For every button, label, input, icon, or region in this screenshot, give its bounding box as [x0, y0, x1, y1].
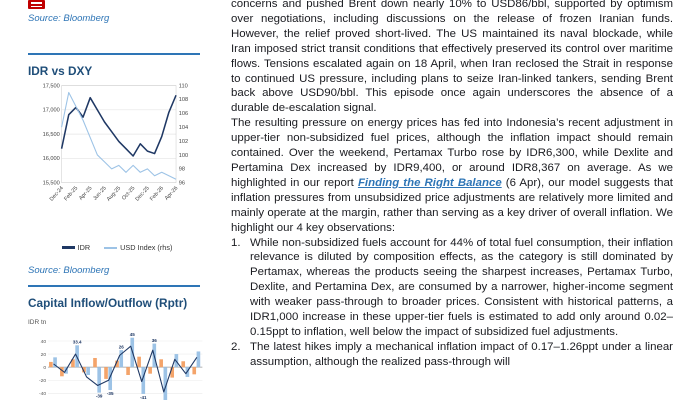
idr-line-swatch-icon [61, 246, 75, 250]
svg-text:36: 36 [152, 338, 158, 343]
report-link[interactable]: Finding the Right Balance [357, 176, 502, 189]
list-item-number: 1. [231, 236, 241, 249]
svg-text:15,500: 15,500 [43, 181, 60, 187]
svg-text:-40: -40 [39, 391, 46, 397]
svg-text:98: 98 [179, 167, 185, 173]
chart1-source-label: Source: Bloomberg [28, 13, 110, 24]
chart1-legend: IDR USD Index (rhs) [28, 243, 206, 252]
svg-text:96: 96 [179, 181, 185, 187]
list-item: 1. While non-subsidized fuels account fo… [231, 236, 673, 340]
svg-text:45: 45 [130, 332, 136, 337]
usd-line-swatch-icon [104, 246, 118, 249]
chart2-unit-label: IDR tn [28, 319, 47, 327]
idr-legend-label: IDR [77, 243, 91, 253]
sidebar: Source: Bloomberg IDR vs DXY 15,500 16,00… [28, 0, 206, 400]
svg-text:Dec-25: Dec-25 [135, 185, 151, 202]
svg-text:-35: -35 [107, 391, 114, 396]
svg-text:Apr-26: Apr-26 [164, 185, 179, 201]
svg-text:110: 110 [179, 83, 188, 89]
chart2-title: Capital Inflow/Outflow (Rptr) [28, 296, 188, 311]
svg-text:17,500: 17,500 [43, 83, 60, 89]
usd-legend-label: USD Index (rhs) [120, 243, 173, 253]
svg-text:20: 20 [41, 352, 47, 358]
svg-text:-39: -39 [96, 394, 103, 399]
divider [28, 53, 200, 55]
divider [28, 285, 200, 288]
chart2-source-label: Source: Bloomberg [28, 265, 110, 277]
svg-text:40: 40 [41, 339, 47, 345]
svg-text:Dec-24: Dec-24 [49, 185, 65, 202]
paragraph-fuel-text-after: (6 Apr), our model suggests that inflati… [231, 176, 673, 234]
article-column: concerns and pushed Brent down nearly 10… [231, 0, 673, 370]
svg-text:104: 104 [179, 125, 188, 131]
svg-text:16,000: 16,000 [43, 156, 60, 162]
paragraph-fuel: The resulting pressure on energy prices … [231, 116, 673, 235]
svg-text:102: 102 [179, 139, 188, 145]
svg-text:33.4: 33.4 [73, 340, 82, 345]
logo-fragment [28, 0, 45, 9]
idr-dxy-chart: 15,500 16,000 16,500 17,000 17,500 96 98 100 102… [28, 81, 206, 242]
list-item: 2. The latest hikes imply a mechanical i… [231, 340, 673, 370]
svg-text:-41: -41 [140, 395, 147, 400]
svg-text:17,000: 17,000 [43, 108, 60, 114]
svg-text:26: 26 [119, 345, 125, 350]
svg-text:100: 100 [179, 153, 188, 159]
list-item-number: 2. [231, 340, 241, 353]
list-item-text: While non-subsidized fuels account for 4… [250, 236, 673, 338]
svg-text:16,500: 16,500 [43, 132, 60, 138]
svg-text:Aug-25: Aug-25 [106, 185, 122, 202]
legend-item-idr: IDR [61, 243, 91, 253]
svg-text:106: 106 [179, 111, 188, 117]
paragraph-oil: concerns and pushed Brent down nearly 10… [231, 0, 673, 115]
svg-text:0: 0 [43, 365, 46, 371]
legend-item-usd: USD Index (rhs) [104, 243, 172, 252]
svg-text:-20: -20 [39, 378, 46, 384]
paragraph-fuel-text-before: The resulting pressure on energy prices … [231, 117, 673, 189]
list-item-text: The latest hikes imply a mechanical infl… [250, 340, 673, 368]
svg-text:Jun-25: Jun-25 [92, 185, 108, 201]
chart1-title: IDR vs DXY [28, 64, 93, 78]
svg-text:108: 108 [179, 97, 188, 103]
svg-text:Feb-26: Feb-26 [149, 185, 165, 202]
observations-list: 1. While non-subsidized fuels account fo… [231, 236, 673, 370]
svg-text:Feb-25: Feb-25 [63, 185, 79, 202]
svg-text:Apr-25: Apr-25 [78, 185, 93, 201]
